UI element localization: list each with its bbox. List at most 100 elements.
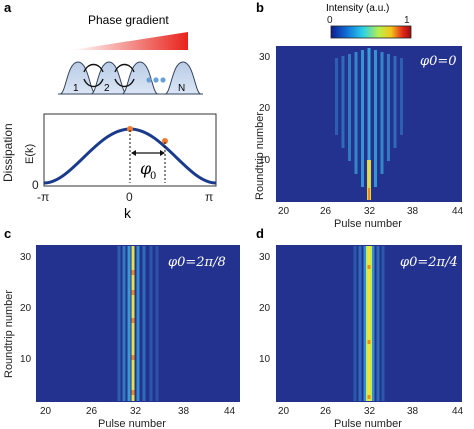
intensity-stripe — [136, 246, 140, 401]
x-tick-20-b: 20 — [278, 206, 290, 217]
intensity-hotspot — [131, 355, 135, 360]
intensity-stripe — [374, 50, 377, 187]
x-tick-26-d: 26 — [320, 406, 332, 417]
intensity-stripe — [361, 50, 364, 187]
y-tick-20-c: 20 — [20, 303, 32, 314]
panel-d-label: d — [256, 226, 264, 241]
intensity-stripe — [376, 246, 380, 401]
x-tick-pi: π — [205, 190, 213, 204]
intensity-stripe — [127, 246, 131, 401]
site-n — [164, 61, 202, 95]
peak-marker — [127, 126, 133, 132]
intensity-stripe — [368, 188, 370, 200]
x-tick-26-c: 26 — [86, 406, 98, 417]
y-tick-30-d: 30 — [259, 252, 271, 263]
phi-label-c: φ0=2π/8 — [168, 255, 226, 270]
site-1 — [59, 61, 97, 95]
site-label-2: 2 — [104, 83, 110, 94]
intensity-stripe — [367, 48, 371, 200]
intensity-stripe — [142, 246, 146, 401]
dissipation-plot: φ 0 Dissipation E(k) 0 -π 0 π k — [1, 113, 217, 221]
intensity-stripe — [367, 160, 371, 200]
phi-subscript: 0 — [150, 171, 156, 182]
y-axis-label-b: Roundtrip number — [254, 112, 266, 200]
intensity-stripe — [387, 54, 390, 161]
y-tick-10-d: 10 — [259, 354, 271, 365]
dissipation-label: Dissipation — [1, 123, 15, 182]
k-label: k — [124, 205, 132, 221]
phi-arrow-head-right — [160, 150, 165, 156]
x-axis-label-b: Pulse number — [334, 218, 402, 230]
coupling-arrows — [83, 63, 135, 88]
intensity-stripe — [155, 246, 159, 401]
ellipsis-dot — [160, 77, 166, 83]
x-tick-32-c: 32 — [130, 406, 142, 417]
y-tick-10-c: 10 — [20, 354, 32, 365]
intensity-hotspot — [367, 265, 371, 269]
intensity-stripe — [341, 56, 345, 148]
phase-gradient-wedge — [72, 32, 188, 50]
intensity-stripe — [354, 52, 358, 174]
dissipation-plot-frame — [43, 113, 217, 187]
intensity-stripe — [358, 246, 362, 401]
phi-label-d: φ0=2π/4 — [400, 255, 458, 270]
intensity-stripe — [380, 52, 384, 174]
intensity-stripe — [371, 246, 375, 401]
panel-a-label: a — [4, 0, 12, 15]
coupling-arrow-icon — [114, 78, 135, 88]
phase-gradient-title: Phase gradient — [88, 13, 169, 27]
intensity-hotspot — [131, 270, 135, 275]
panel-d: d φ0=2π/4 30 20 10 20 26 32 38 44 Pulse … — [256, 226, 464, 429]
intensity-hotspot — [367, 395, 371, 399]
intensity-stripe — [131, 246, 135, 401]
intensity-stripe — [353, 246, 357, 401]
x-tick-44-c: 44 — [224, 406, 236, 417]
intensity-stripe — [122, 246, 126, 401]
x-tick-32-d: 32 — [364, 406, 376, 417]
panel-b-label: b — [256, 0, 264, 15]
y-zero-tick: 0 — [32, 178, 39, 192]
intensity-stripe — [117, 246, 121, 401]
coupling-arrow-icon — [114, 63, 135, 73]
intensity-stripe — [348, 54, 351, 161]
intensity-stripe — [400, 58, 403, 135]
x-tick-zero: 0 — [126, 190, 133, 204]
x-tick-38-c: 38 — [178, 406, 190, 417]
phi-marker — [162, 138, 168, 144]
y-tick-10-b: 10 — [259, 155, 271, 166]
coupling-arrow-icon — [83, 63, 104, 73]
x-axis-label-d: Pulse number — [334, 418, 402, 429]
y-tick-30-c: 30 — [20, 252, 32, 263]
panel-c: c φ0=2π/8 Roundtrip number 30 20 10 20 2… — [3, 226, 240, 429]
intensity-stripe — [335, 58, 338, 135]
intensity-hotspot — [131, 318, 135, 323]
phi-label-b: φ0=0 — [420, 54, 457, 69]
intensity-hotspot — [131, 290, 135, 295]
y-axis-label-c: Roundtrip number — [3, 290, 15, 378]
intensity-hotspot — [131, 390, 135, 395]
heatmap-b — [276, 46, 462, 202]
ek-label: E(k) — [24, 144, 36, 164]
x-tick-26-b: 26 — [320, 206, 332, 217]
x-tick-44-d: 44 — [452, 406, 464, 417]
site-3 — [121, 61, 159, 95]
colorbar-max: 1 — [404, 15, 410, 26]
x-tick-38-d: 38 — [407, 406, 419, 417]
site-label-1: 1 — [73, 83, 79, 94]
x-tick-44-b: 44 — [452, 206, 464, 217]
heatmap-d — [276, 245, 462, 402]
x-tick-38-b: 38 — [407, 206, 419, 217]
colorbar-min: 0 — [327, 15, 333, 26]
heatmap-c — [36, 245, 240, 402]
panel-c-label: c — [4, 226, 11, 241]
colorbar-title: Intensity (a.u.) — [326, 3, 389, 14]
x-tick-20-d: 20 — [278, 406, 290, 417]
panel-b: b Intensity (a.u.) 0 1 φ0=0 Roundtrip nu… — [254, 0, 464, 230]
intensity-stripe — [368, 246, 370, 401]
x-tick-32-b: 32 — [364, 206, 376, 217]
intensity-stripe — [393, 56, 397, 148]
intensity-stripe — [381, 246, 385, 401]
ellipsis-dot — [153, 77, 159, 83]
coupling-arrow-icon — [83, 78, 104, 88]
